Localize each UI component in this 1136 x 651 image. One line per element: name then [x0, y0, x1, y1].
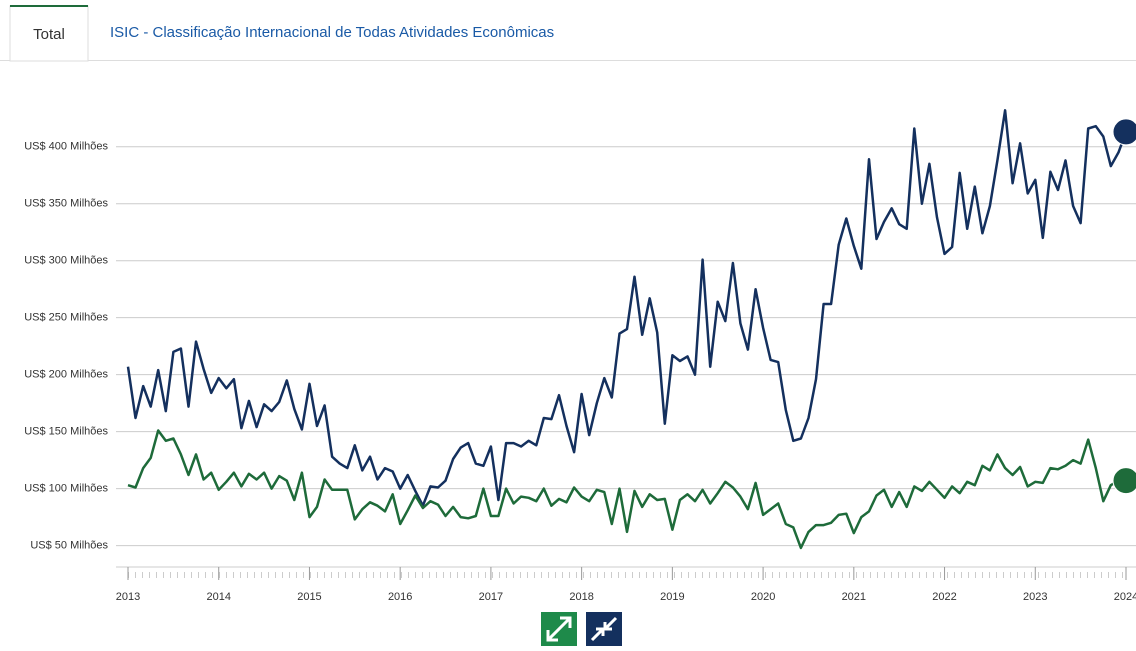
x-tick-label: 2022	[932, 591, 956, 603]
y-tick-label: US$ 50 Milhões	[30, 540, 108, 552]
x-tick-label: 2020	[751, 591, 775, 603]
x-tick-label: 2015	[297, 591, 321, 603]
y-tick-label: US$ 100 Milhões	[24, 483, 108, 495]
y-tick-label: US$ 400 Milhões	[24, 141, 108, 153]
x-tick-label: 2016	[388, 591, 412, 603]
end-marker	[1112, 118, 1136, 146]
x-tick-label: 2023	[1023, 591, 1047, 603]
y-tick-label: US$ 350 Milhões	[24, 198, 108, 210]
y-tick-label: US$ 300 Milhões	[24, 255, 108, 267]
x-tick-label: 2014	[206, 591, 230, 603]
tab-label[interactable]: ISIC - Classificação Internacional de To…	[110, 24, 554, 41]
series-line	[127, 429, 1126, 550]
tab-active[interactable]	[9, 5, 89, 62]
tab-label[interactable]: Total	[33, 26, 65, 43]
y-tick-label: US$ 250 Milhões	[24, 312, 108, 324]
end-marker	[1112, 467, 1136, 495]
x-tick-label: 2018	[569, 591, 593, 603]
x-tick-label: 2019	[660, 591, 684, 603]
series-line	[126, 109, 1128, 507]
y-tick-label: US$ 200 Milhões	[24, 369, 108, 381]
tab-indicator	[10, 5, 88, 7]
y-tick-label: US$ 150 Milhões	[24, 426, 108, 438]
x-tick-label: 2013	[116, 591, 140, 603]
x-tick-label: 2017	[479, 591, 503, 603]
collapse-button[interactable]	[586, 612, 622, 646]
icon	[546, 616, 572, 642]
x-tick-label: 2024	[1114, 591, 1136, 603]
expand-button[interactable]	[541, 612, 577, 646]
x-tick-label: 2021	[842, 591, 866, 603]
icon	[590, 616, 618, 642]
